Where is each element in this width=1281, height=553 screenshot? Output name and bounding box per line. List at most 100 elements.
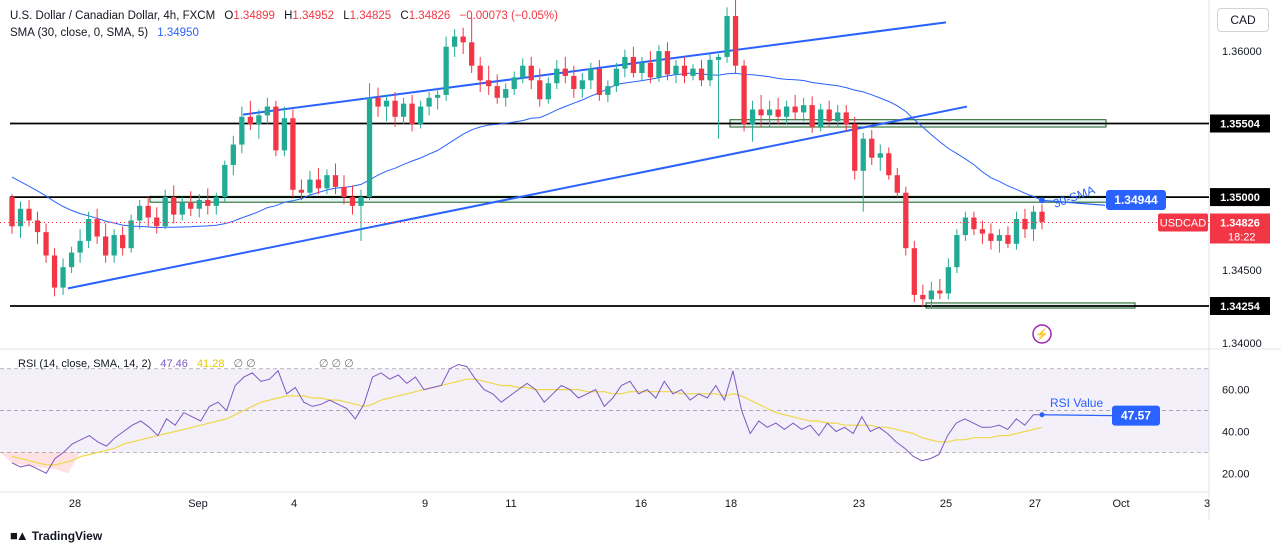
- candle-body: [979, 229, 986, 234]
- candle-body: [281, 118, 288, 151]
- candle-body: [51, 255, 58, 288]
- rsi-callout-dot: [1039, 412, 1045, 418]
- currency-button[interactable]: CAD: [1217, 8, 1269, 32]
- candle-body: [111, 235, 117, 256]
- candle-body: [630, 56, 637, 73]
- candle-body: [715, 56, 722, 60]
- candle-body: [775, 109, 781, 117]
- candle-body: [26, 208, 32, 221]
- trend-line: [67, 105, 968, 290]
- last-price-box: [1210, 213, 1270, 244]
- candle-body: [1030, 211, 1037, 230]
- candle-body: [1005, 235, 1011, 244]
- candle-body: [213, 197, 219, 206]
- candle-body: [68, 252, 75, 268]
- sma-annotation: 30-SMA: [1051, 183, 1097, 211]
- open-value: 1.34899: [233, 10, 275, 22]
- close-value: 1.34826: [408, 10, 451, 22]
- candle-body: [928, 290, 934, 300]
- candle-body: [818, 109, 824, 128]
- candle-body: [409, 103, 415, 125]
- candle-body: [562, 68, 568, 76]
- candle-body: [732, 16, 739, 66]
- candle-body: [877, 153, 883, 158]
- candle-body: [273, 106, 279, 151]
- candle-body: [852, 124, 858, 171]
- candle-body: [588, 68, 594, 81]
- candle-body: [469, 42, 475, 66]
- legend-main: U.S. Dollar / Canadian Dollar, 4h, FXCM …: [10, 10, 558, 22]
- time-tick-label: 3: [1204, 498, 1210, 510]
- rsi-tick-label: 20.00: [1222, 468, 1250, 480]
- high-label: H: [284, 10, 293, 22]
- candle-body: [537, 80, 543, 100]
- candle-body: [988, 233, 994, 241]
- candle-body: [366, 97, 373, 198]
- tradingview-logo-icon: ■▲: [10, 528, 29, 543]
- candle-body: [801, 105, 807, 113]
- level-label-box: [1210, 188, 1270, 207]
- legend-rsi: RSI (14, close, SMA, 14, 2) 47.46 41.28 …: [18, 357, 354, 370]
- candle-body: [400, 103, 407, 117]
- candle-body: [656, 51, 662, 78]
- candle-body: [17, 208, 24, 227]
- candle-body: [954, 235, 960, 268]
- sma-value: 1.34950: [157, 27, 199, 39]
- candle-body: [911, 248, 917, 295]
- candle-body: [324, 175, 330, 189]
- level-label-text: 1.34254: [1220, 301, 1261, 313]
- time-tick-label: 11: [505, 498, 516, 510]
- sma-callout-dot: [1039, 197, 1045, 204]
- time-tick-label: 25: [940, 498, 952, 510]
- candle-body: [486, 80, 492, 87]
- candle-body: [783, 106, 790, 117]
- candle-body: [996, 235, 1003, 241]
- candle-body: [298, 189, 305, 193]
- rsi-tick-label: 60.00: [1222, 385, 1250, 397]
- rsi-value-text: 47.57: [1121, 409, 1151, 423]
- candle-body: [239, 116, 245, 145]
- level-label-text: 1.35504: [1220, 119, 1261, 131]
- tradingview-logo: ■▲ TradingView: [10, 528, 102, 543]
- candle-body: [120, 235, 126, 249]
- candle-body: [171, 197, 177, 215]
- price-tick-label: 1.34000: [1222, 338, 1262, 350]
- candle-body: [920, 294, 926, 300]
- candle-body: [937, 290, 943, 294]
- candle-body: [434, 94, 441, 98]
- time-tick-label: 28: [69, 498, 81, 510]
- candle-body: [307, 179, 313, 193]
- candle-body: [554, 68, 560, 84]
- candle-body: [869, 138, 875, 158]
- time-tick-label: Sep: [188, 498, 208, 510]
- candle-body: [417, 106, 424, 125]
- countdown-text: 18:22: [1228, 231, 1256, 243]
- level-label-text: 1.35000: [1220, 192, 1260, 204]
- candle-body: [94, 218, 100, 237]
- time-tick-label: 9: [422, 498, 428, 510]
- candle-body: [647, 62, 654, 78]
- candle-body: [843, 112, 849, 125]
- rsi-annotation: RSI Value: [1050, 396, 1103, 410]
- candle-body: [520, 65, 526, 78]
- candle-body: [571, 75, 577, 90]
- candle-body: [579, 80, 585, 90]
- candle-body: [707, 59, 713, 81]
- candle-body: [792, 106, 798, 113]
- low-label: L: [343, 10, 350, 22]
- open-label: O: [224, 10, 234, 22]
- candle-body: [673, 65, 679, 75]
- rsi-line: [11, 363, 1042, 474]
- candle-body: [264, 106, 271, 116]
- rsi-value: 47.46: [160, 358, 188, 370]
- candle-body: [749, 109, 756, 125]
- candle-body: [222, 164, 228, 198]
- candle-body: [128, 220, 134, 249]
- candle-body: [690, 68, 696, 76]
- candle-body: [230, 144, 236, 165]
- candle-body: [945, 267, 952, 294]
- candle-body: [426, 97, 432, 107]
- candle-body: [494, 86, 500, 98]
- candle-body: [102, 236, 109, 256]
